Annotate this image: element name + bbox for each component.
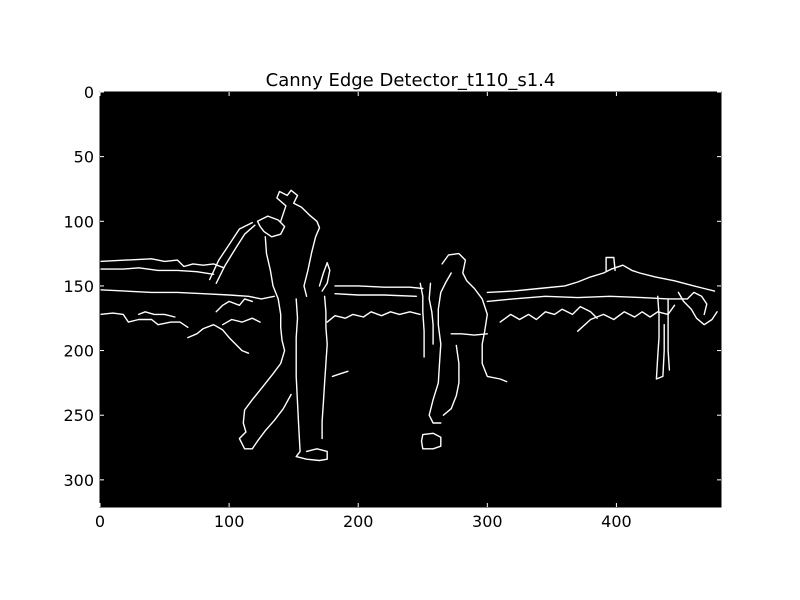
y-tick-label: 250: [63, 406, 94, 425]
y-tick-label: 50: [74, 148, 94, 167]
edge-contour-19: [334, 293, 417, 297]
y-tick-label: 100: [63, 212, 94, 231]
edge-image-background: [100, 92, 721, 507]
edge-contour-7: [221, 317, 261, 326]
edge-contour-33: [655, 295, 665, 380]
edge-contour-9: [215, 224, 256, 284]
edge-contour-18: [334, 285, 424, 290]
edge-contour-30: [486, 295, 689, 303]
edge-contour-26: [442, 344, 460, 416]
edge-contour-25: [450, 333, 488, 336]
edge-contour-3: [99, 312, 189, 328]
x-tick-label: 0: [95, 512, 105, 531]
edge-contour-28: [486, 264, 716, 294]
edge-contour-36: [686, 291, 708, 316]
y-tick-label: 0: [84, 83, 94, 102]
x-tick-label: 200: [343, 512, 374, 531]
edge-contour-4: [137, 311, 176, 318]
edge-contour-34: [667, 298, 671, 371]
edge-contour-15: [321, 295, 328, 440]
edge-contour-21: [428, 282, 434, 345]
edge-contour-23: [441, 252, 508, 383]
edge-contour-17: [331, 370, 349, 378]
edge-contour-5: [187, 324, 250, 354]
edge-contour-27: [420, 432, 442, 450]
edge-contour-31: [499, 305, 598, 323]
edge-contour-29: [605, 256, 616, 272]
edge-contour-10: [256, 215, 286, 238]
edge-contour-13: [238, 393, 292, 450]
edge-contour-22: [419, 282, 425, 358]
chart-title: Canny Edge Detector_t110_s1.4: [266, 70, 556, 91]
y-tick-label: 300: [63, 471, 94, 490]
edge-contour-8: [208, 221, 254, 281]
edge-contour-14: [318, 262, 331, 292]
y-tick-label: 150: [63, 277, 94, 296]
edge-contour-32: [577, 304, 676, 332]
edge-contour-1: [99, 267, 215, 275]
y-axis: 0 50 100 150 200 250 300: [63, 83, 721, 490]
edge-contour-11: [276, 189, 321, 297]
x-tick-label: 100: [214, 512, 245, 531]
x-tick-label: 300: [472, 512, 503, 531]
y-tick-label: 200: [63, 342, 94, 361]
edge-contour-2: [99, 289, 275, 300]
edge-contour-6: [215, 298, 254, 313]
edge-image: [99, 189, 718, 462]
edge-contour-24: [428, 272, 452, 424]
edge-contour-0: [99, 258, 225, 269]
x-tick-label: 400: [601, 512, 632, 531]
x-axis: 0 100 200 300 400: [95, 92, 632, 531]
edge-contour-12: [242, 236, 286, 433]
edge-contour-16: [295, 298, 328, 462]
plot-frame: [99, 91, 722, 508]
edge-contour-35: [677, 291, 718, 326]
edge-contour-20: [326, 311, 421, 323]
